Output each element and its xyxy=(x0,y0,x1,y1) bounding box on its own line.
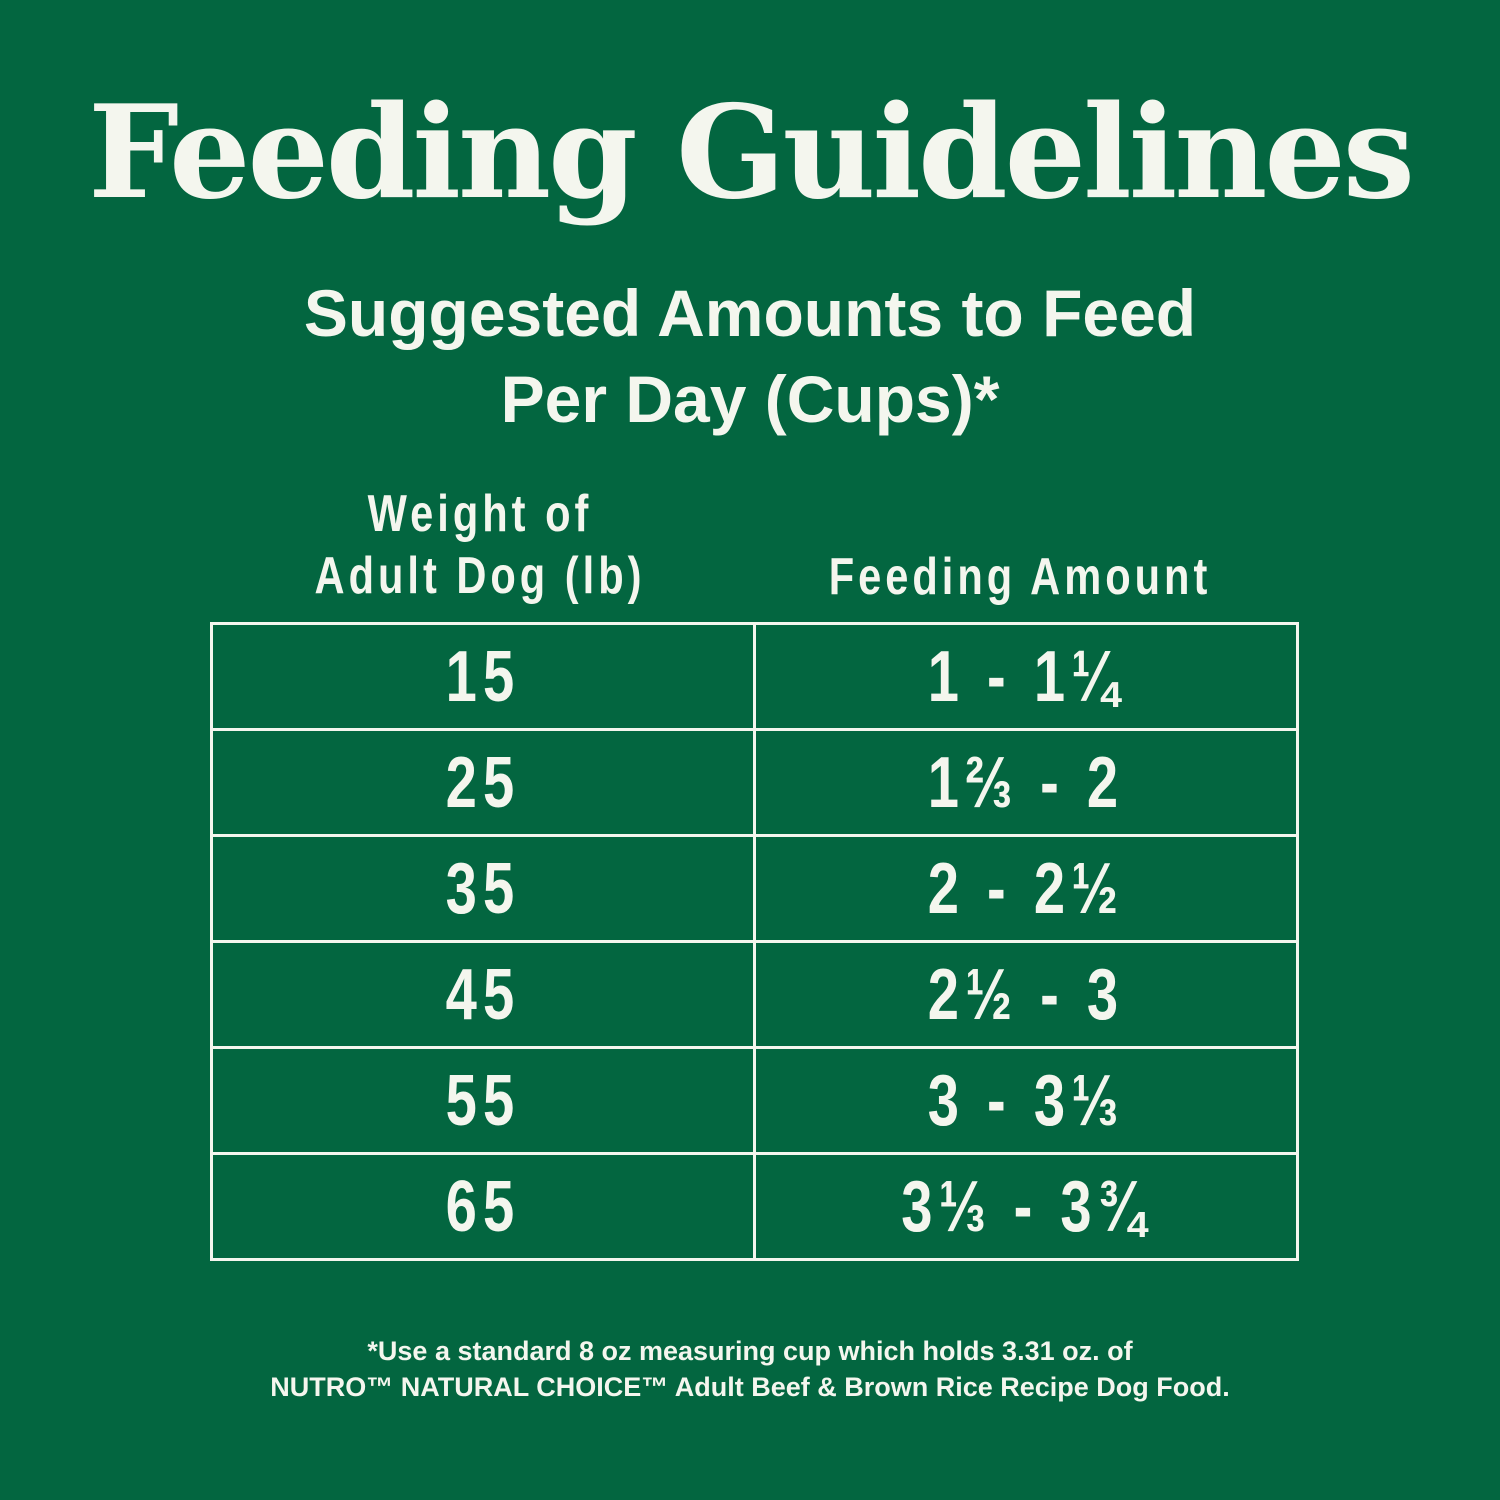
weight-value: 45 xyxy=(445,954,521,1035)
column-header-weight-line-1: Weight of xyxy=(367,485,593,543)
footnote-line-1: *Use a standard 8 oz measuring cup which… xyxy=(367,1336,1133,1366)
footnote: *Use a standard 8 oz measuring cup which… xyxy=(0,1333,1500,1405)
amount-value: 3⅓ - 3¾ xyxy=(901,1166,1151,1247)
weight-value: 35 xyxy=(445,848,521,929)
amount-value: 1⅔ - 2 xyxy=(927,742,1125,823)
weight-value: 65 xyxy=(445,1166,521,1247)
table-row: 15 1 - 1¼ xyxy=(210,622,1299,731)
weight-value: 55 xyxy=(445,1060,521,1141)
column-header-weight: Weight of Adult Dog (lb) xyxy=(264,483,696,607)
amount-value: 2½ - 3 xyxy=(927,954,1125,1035)
amount-value: 1 - 1¼ xyxy=(927,636,1125,717)
amount-cell: 3⅓ - 3¾ xyxy=(753,1152,1299,1261)
weight-cell: 15 xyxy=(210,622,756,731)
weight-cell: 25 xyxy=(210,728,756,837)
table-row: 65 3⅓ - 3¾ xyxy=(210,1152,1299,1261)
subtitle: Suggested Amounts to Feed Per Day (Cups)… xyxy=(0,270,1500,442)
column-header-amount-label: Feeding Amount xyxy=(828,548,1212,606)
column-header-weight-line-2: Adult Dog (lb) xyxy=(314,547,646,605)
subtitle-line-1: Suggested Amounts to Feed xyxy=(303,276,1197,350)
amount-value: 2 - 2½ xyxy=(927,848,1125,929)
column-header-amount: Feeding Amount xyxy=(804,546,1236,608)
amount-cell: 2 - 2½ xyxy=(753,834,1299,943)
weight-value: 15 xyxy=(445,636,521,717)
page-title: Feeding Guidelines xyxy=(88,78,1415,228)
table-row: 45 2½ - 3 xyxy=(210,940,1299,1049)
footnote-line-2: NUTRO™ NATURAL CHOICE™ Adult Beef & Brow… xyxy=(270,1372,1230,1402)
weight-value: 25 xyxy=(445,742,521,823)
weight-cell: 65 xyxy=(210,1152,756,1261)
feeding-table: 15 1 - 1¼ 25 1⅔ - 2 35 2 - 2½ 45 2½ - 3 … xyxy=(210,622,1299,1261)
weight-cell: 55 xyxy=(210,1046,756,1155)
subtitle-line-2: Per Day (Cups)* xyxy=(500,362,1000,436)
amount-cell: 2½ - 3 xyxy=(753,940,1299,1049)
table-row: 35 2 - 2½ xyxy=(210,834,1299,943)
weight-cell: 35 xyxy=(210,834,756,943)
amount-cell: 3 - 3⅓ xyxy=(753,1046,1299,1155)
table-row: 25 1⅔ - 2 xyxy=(210,728,1299,837)
amount-cell: 1⅔ - 2 xyxy=(753,728,1299,837)
amount-cell: 1 - 1¼ xyxy=(753,622,1299,731)
table-row: 55 3 - 3⅓ xyxy=(210,1046,1299,1155)
weight-cell: 45 xyxy=(210,940,756,1049)
amount-value: 3 - 3⅓ xyxy=(927,1060,1125,1141)
